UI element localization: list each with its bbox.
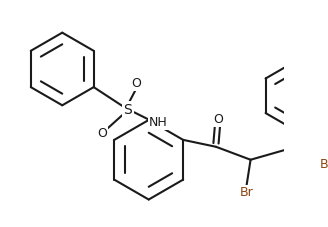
Text: Br: Br <box>239 186 253 199</box>
Text: O: O <box>213 113 223 126</box>
Text: O: O <box>132 77 142 90</box>
Text: NH: NH <box>149 116 168 129</box>
Text: Br: Br <box>320 158 328 171</box>
Text: S: S <box>124 103 132 117</box>
Text: O: O <box>97 127 107 140</box>
